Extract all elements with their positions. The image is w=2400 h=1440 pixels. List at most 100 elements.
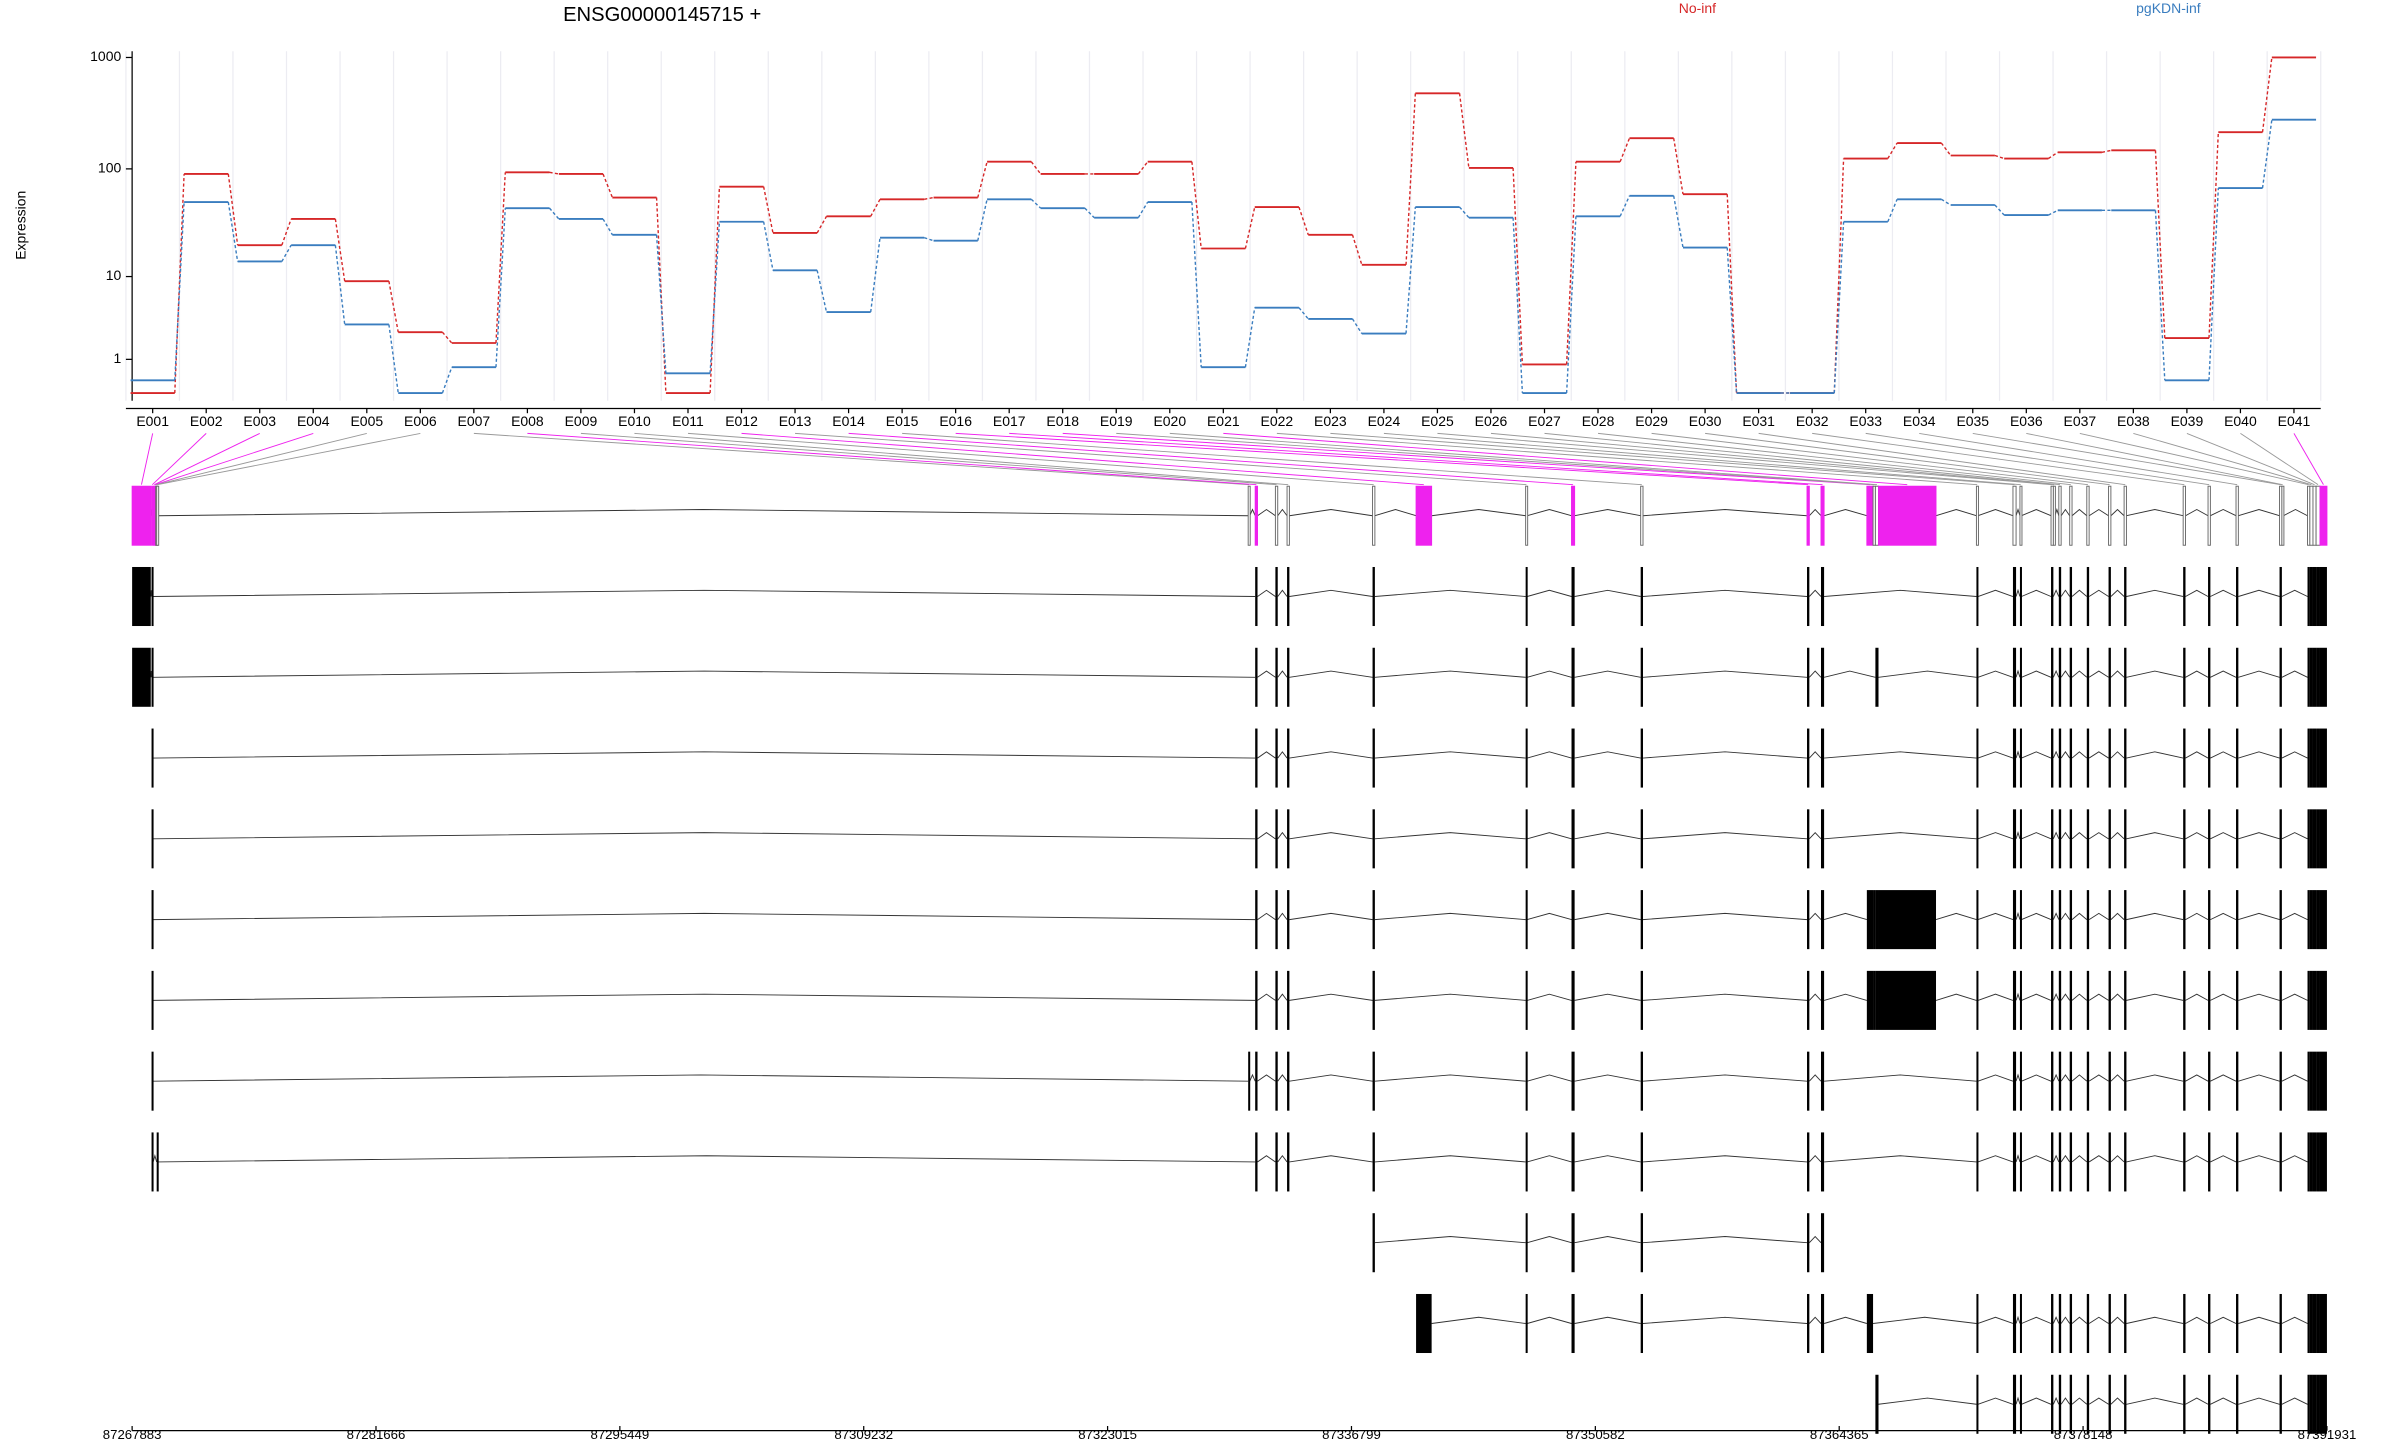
- exon: [2307, 1132, 2310, 1192]
- connector: [388, 324, 399, 394]
- exon: [2069, 1293, 2073, 1354]
- intron: [1527, 1316, 1572, 1324]
- x-tick-label: E013: [779, 413, 812, 429]
- exon: [2309, 728, 2313, 788]
- intron: [2238, 589, 2280, 597]
- exon: [151, 728, 154, 788]
- intron: [1873, 1316, 1977, 1324]
- exon-link: [1758, 432, 2126, 486]
- exon: [2124, 728, 2127, 788]
- intron: [2052, 1154, 2060, 1163]
- x-tick-label: E003: [243, 413, 276, 429]
- intron: [1809, 912, 1822, 920]
- exon: [2236, 1293, 2239, 1354]
- intron: [153, 589, 1256, 597]
- exon: [2182, 485, 2186, 546]
- exon: [1640, 1051, 1644, 1111]
- exon: [1878, 890, 1937, 950]
- connector: [602, 218, 613, 236]
- exon: [2019, 890, 2022, 950]
- y-tick-label: 100: [98, 160, 122, 176]
- intron: [2110, 508, 2125, 517]
- connector: [977, 161, 988, 198]
- exon: [156, 1132, 159, 1192]
- x-tick-label: E004: [297, 413, 330, 429]
- exon: [2058, 728, 2062, 788]
- exon: [1875, 970, 1879, 1030]
- exon: [2207, 485, 2211, 546]
- connector: [1833, 221, 1845, 394]
- genomic-tick-label: 87364365: [1810, 1427, 1869, 1440]
- exon: [2019, 1293, 2022, 1354]
- intron: [1642, 912, 1808, 921]
- y-tick-label: 1: [113, 350, 121, 366]
- intron: [152, 1154, 158, 1163]
- exon: [1976, 566, 1979, 627]
- intron: [2126, 670, 2184, 678]
- intron: [153, 912, 1256, 921]
- intron: [1527, 832, 1572, 840]
- exon: [1875, 1374, 1879, 1434]
- connector: [1191, 202, 1202, 368]
- connector: [1030, 161, 1042, 175]
- intron: [1527, 1074, 1572, 1082]
- connector: [1405, 207, 1417, 334]
- intron: [2052, 993, 2060, 1001]
- exon: [2307, 1374, 2310, 1434]
- intron: [2110, 831, 2125, 840]
- exon-link: [1009, 432, 1823, 486]
- connector: [2208, 188, 2220, 381]
- exon: [2319, 890, 2327, 950]
- x-tick-label: E021: [1207, 413, 1240, 429]
- exon: [1275, 647, 1278, 707]
- exon: [2183, 728, 2186, 788]
- x-tick-label: E025: [1421, 413, 1454, 429]
- intron: [2088, 912, 2109, 921]
- exon: [1525, 728, 1528, 788]
- exon: [2279, 970, 2282, 1030]
- intron: [2060, 670, 2071, 678]
- intron: [2060, 831, 2071, 840]
- intron: [1431, 509, 1526, 517]
- exon-link: [1383, 432, 2021, 486]
- exon: [1255, 566, 1258, 627]
- connector: [1940, 142, 1952, 156]
- exon: [2051, 1374, 2054, 1434]
- intron: [2210, 589, 2237, 597]
- x-tick-label: E006: [404, 413, 437, 429]
- intron: [2015, 669, 2021, 678]
- exon: [2312, 1293, 2317, 1354]
- intron: [2015, 507, 2021, 516]
- intron: [2210, 508, 2237, 517]
- intron: [1642, 589, 1808, 597]
- intron: [1374, 1074, 1526, 1082]
- x-tick-label: E038: [2117, 413, 2150, 429]
- intron: [153, 670, 1256, 678]
- exon: [2086, 809, 2090, 869]
- intron: [1574, 589, 1641, 597]
- intron: [1977, 751, 2014, 759]
- genomic-tick-label: 87295449: [591, 1427, 650, 1440]
- exon: [2019, 1374, 2022, 1434]
- exon: [2236, 728, 2239, 788]
- exon: [1640, 485, 1644, 546]
- exon: [2012, 728, 2017, 788]
- exon: [1372, 809, 1375, 869]
- exon: [2312, 566, 2317, 627]
- exon-link: [2293, 433, 2324, 485]
- intron: [2071, 1316, 2088, 1324]
- exon: [2208, 647, 2211, 707]
- connector: [2261, 119, 2273, 189]
- exon: [2279, 728, 2282, 788]
- connector: [1137, 201, 1149, 218]
- intron: [2015, 1315, 2021, 1324]
- exon: [1571, 566, 1575, 627]
- connector: [1994, 204, 2005, 216]
- exon: [1525, 1213, 1528, 1273]
- exon: [1976, 728, 1979, 788]
- x-tick-label: E037: [2064, 413, 2097, 429]
- intron: [1977, 589, 2014, 597]
- intron: [2021, 509, 2052, 517]
- intron: [1257, 670, 1276, 678]
- exon: [2236, 970, 2239, 1030]
